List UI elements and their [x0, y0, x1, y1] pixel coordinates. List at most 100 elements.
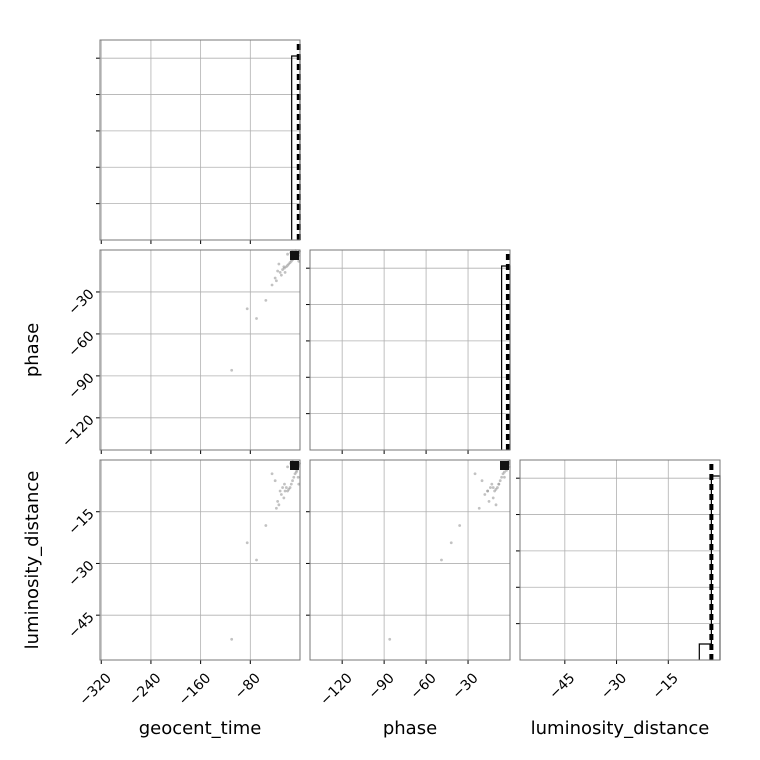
sample-point	[270, 283, 274, 287]
sample-point	[286, 465, 289, 469]
sample-point	[282, 265, 286, 269]
panel-background	[520, 460, 720, 660]
x-tick-label: −80	[232, 670, 264, 702]
sample-point	[230, 637, 234, 641]
sample-point	[281, 486, 285, 489]
x-axis-label-luminosity_distance: luminosity_distance	[531, 718, 710, 739]
panel-frame	[309, 459, 511, 661]
y-tick-label: −30	[65, 558, 97, 590]
sample-point	[281, 268, 285, 271]
panel-background	[100, 250, 300, 450]
sample-point	[297, 482, 301, 486]
density-core	[290, 251, 299, 260]
sample-point	[270, 472, 274, 476]
sample-point	[283, 489, 287, 493]
sample-point	[264, 298, 268, 302]
x-tick-label: −160	[176, 670, 215, 709]
x-tick-label: −320	[76, 670, 115, 709]
sample-point	[291, 479, 294, 483]
density-core	[500, 461, 509, 470]
panel-geocent_time-histogram	[96, 39, 301, 244]
y-tick-label: −90	[65, 370, 97, 402]
sample-point	[230, 368, 234, 372]
sample-point	[273, 479, 277, 483]
y-tick-label: −45	[65, 610, 97, 642]
sample-point	[486, 489, 490, 493]
panel-frame	[99, 249, 301, 451]
sample-point	[276, 269, 280, 273]
panel-background	[310, 460, 510, 660]
sample-point	[296, 475, 300, 479]
sample-point	[491, 486, 495, 489]
sample-point	[277, 262, 281, 266]
sample-point	[297, 259, 301, 263]
panel-frame	[99, 39, 301, 241]
y-tick-label: −60	[65, 328, 97, 360]
sample-point	[274, 279, 278, 283]
x-tick-label: −15	[650, 670, 682, 702]
density-core	[290, 461, 299, 470]
panel-frame	[519, 459, 721, 661]
sample-point	[501, 472, 505, 476]
x-axis-label-geocent_time: geocent_time	[139, 718, 262, 739]
sample-point	[255, 558, 258, 562]
panel-luminosity_distance-histogram: −45 −30 −15 luminosity_distance	[516, 459, 721, 739]
sample-point	[473, 472, 477, 476]
x-tick-label: −120	[317, 670, 356, 709]
sample-point	[289, 482, 293, 486]
sample-point	[283, 482, 286, 486]
sample-point	[449, 541, 453, 545]
x-tick-label: −60	[407, 670, 439, 702]
sample-point	[489, 486, 492, 489]
panel-background	[100, 40, 300, 240]
sample-point	[440, 558, 443, 562]
sample-point	[277, 503, 281, 507]
sample-point	[255, 317, 258, 320]
y-tick-label: −120	[59, 412, 98, 451]
sample-point	[279, 273, 283, 277]
sample-point	[264, 524, 268, 527]
sample-point	[494, 503, 498, 507]
sample-point	[286, 252, 289, 256]
sample-point	[276, 499, 280, 503]
sample-point	[245, 541, 249, 545]
sample-point	[292, 475, 296, 479]
sample-point	[503, 475, 506, 479]
sample-point	[245, 307, 249, 311]
panel-background	[100, 460, 300, 660]
sample-point	[284, 486, 288, 489]
panel-phase-vs-luminosity_distance: −120 −90 −60 −30 phase	[306, 459, 511, 739]
sample-point	[480, 479, 484, 483]
y-tick-label: −15	[65, 506, 97, 538]
sample-point	[498, 479, 502, 483]
x-tick-label: −30	[449, 670, 481, 702]
sample-point	[273, 276, 277, 280]
panel-phase-histogram	[306, 249, 511, 454]
y-tick-label: −30	[65, 286, 97, 318]
sample-point	[388, 637, 392, 641]
panel-frame	[99, 459, 301, 661]
sample-point	[493, 489, 497, 493]
sample-point	[286, 489, 289, 493]
x-tick-label: −240	[126, 670, 165, 709]
panel-geocent_time-vs-luminosity_distance: −45 −30 −15 luminosity_distance −320 −240 −160…	[22, 459, 301, 739]
sample-point	[483, 493, 487, 496]
panel-geocent_time-vs-phase: −120 −90 −60 −30 phase	[22, 249, 301, 454]
y-axis-label-luminosity_distance: luminosity_distance	[22, 471, 43, 650]
sample-point	[278, 270, 282, 274]
x-tick-label: −90	[366, 670, 398, 702]
sample-point	[458, 524, 462, 527]
x-axis-label-phase: phase	[383, 718, 437, 739]
sample-point	[500, 475, 504, 479]
panel-background	[310, 250, 510, 450]
sample-point	[491, 496, 495, 500]
sample-point	[487, 499, 491, 503]
sample-point	[477, 506, 481, 510]
x-tick-label: −45	[546, 670, 578, 702]
sample-point	[283, 270, 287, 274]
panel-frame	[309, 249, 511, 451]
x-tick-label: −30	[598, 670, 630, 702]
y-axis-label-phase: phase	[22, 323, 43, 377]
sample-point	[497, 482, 501, 486]
